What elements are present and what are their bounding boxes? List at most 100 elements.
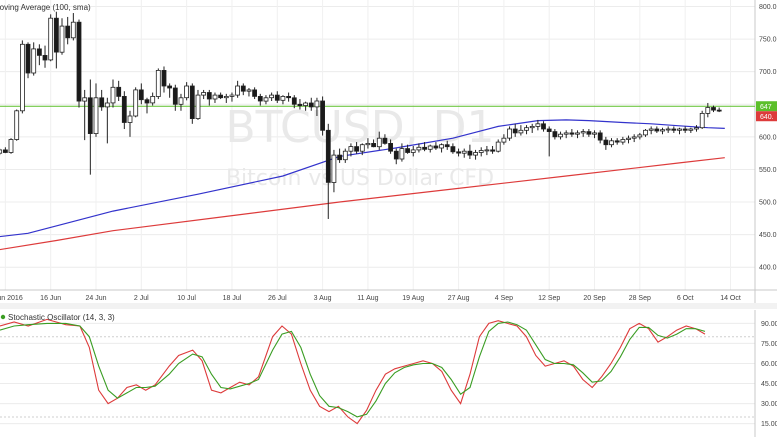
candle-body: [535, 123, 541, 127]
candle-body: [529, 126, 535, 129]
date-tick-label: 14 Oct: [720, 295, 741, 302]
date-tick-label: 20 Sep: [583, 295, 605, 302]
date-tick-label: 2 Jul: [134, 295, 149, 302]
candle-body: [563, 132, 569, 135]
date-tick-label: 16 Jun: [40, 295, 61, 302]
candle-body: [580, 131, 586, 134]
candle-body: [342, 150, 348, 161]
oscillator-tick-label: 45.00: [761, 381, 777, 388]
date-tick-label: 28 Sep: [629, 295, 651, 302]
candle-body: [518, 129, 524, 134]
candle-body: [110, 86, 116, 104]
candle-body: [201, 92, 207, 96]
candle-body: [575, 132, 580, 135]
oscillator-tick-label: 60.00: [761, 361, 777, 368]
candle-body: [54, 17, 59, 53]
candle-body: [48, 17, 54, 61]
price-tick-label: 500.0: [759, 200, 777, 207]
candle-body: [388, 142, 394, 152]
candle-body: [189, 85, 195, 119]
candle-body: [393, 150, 399, 160]
candle-body: [558, 133, 563, 138]
candle-body: [14, 110, 20, 140]
candle-body: [127, 115, 133, 123]
candle-body: [614, 140, 620, 143]
candle-body: [218, 94, 224, 99]
candle-body: [104, 102, 110, 108]
candle-body: [507, 128, 513, 139]
date-tick-label: 26 Jul: [268, 295, 287, 302]
panel-separator[interactable]: [0, 303, 777, 309]
candle-body: [337, 154, 343, 161]
candle-body: [59, 25, 65, 53]
candle-body: [212, 94, 218, 100]
candle-body: [643, 129, 648, 136]
candle-body: [0, 149, 3, 154]
candle-body: [597, 132, 603, 141]
candle-body: [603, 139, 609, 146]
date-tick-label: 11 Aug: [357, 295, 378, 302]
candle-body: [76, 21, 82, 102]
candle-body: [478, 150, 484, 153]
price-tick-label: 750.0: [759, 37, 777, 44]
oscillator-tick-label: 90.00: [761, 321, 777, 328]
long-ma-line: [0, 157, 725, 251]
candle-body: [308, 102, 314, 108]
date-tick-label: 3 Aug: [314, 295, 332, 302]
candle-body: [229, 94, 235, 97]
candle-body: [184, 85, 190, 99]
candle-body: [325, 129, 331, 183]
candle-body: [172, 87, 178, 105]
candle-body: [354, 146, 360, 152]
candle-body: [133, 89, 139, 117]
price-tick-label: 550.0: [759, 167, 777, 174]
date-tick-label: 19 Aug: [402, 295, 424, 302]
candle-body: [359, 144, 365, 152]
candle-body: [439, 144, 445, 149]
stochastic-legend: Stochastic Oscillator (14, 3, 3): [0, 313, 115, 322]
candle-body: [405, 148, 411, 153]
candle-body: [314, 100, 320, 108]
candle-body: [365, 142, 371, 146]
price-tick-label: 450.0: [759, 232, 777, 239]
candle-body: [269, 94, 275, 99]
candle-body: [541, 123, 546, 130]
candle-body: [688, 128, 694, 131]
candle-body: [427, 145, 433, 150]
candle-body: [167, 85, 173, 89]
candle-body: [116, 86, 122, 97]
candle-body: [70, 21, 76, 39]
candle-body: [286, 96, 292, 99]
price-tick-label: 800.0: [759, 4, 777, 11]
candlesticks: [0, 11, 722, 219]
candle-body: [626, 137, 631, 140]
candle-body: [206, 92, 212, 100]
price-tick-label: 700.0: [759, 69, 777, 76]
price-tick-label: 400.0: [759, 265, 777, 272]
candle-body: [274, 94, 280, 101]
candle-body: [93, 97, 99, 135]
candle-body: [320, 100, 326, 131]
candle-body: [461, 150, 467, 154]
candle-body: [399, 148, 405, 160]
candle-body: [444, 144, 450, 148]
sma100-line: [0, 119, 725, 238]
candle-body: [490, 149, 496, 152]
candle-body: [37, 48, 42, 56]
candle-body: [495, 141, 501, 152]
candle-body: [467, 150, 473, 156]
stochastic-label: Stochastic Oscillator (14, 3, 3): [8, 313, 115, 322]
candle-body: [711, 107, 716, 111]
candle-body: [257, 96, 263, 102]
candle-body: [416, 146, 422, 151]
candle-body: [144, 99, 150, 104]
candle-body: [235, 85, 241, 96]
candle-body: [382, 137, 388, 144]
oscillator-lines: [0, 318, 706, 425]
price-tick-label: 600.0: [759, 134, 777, 141]
candle-body: [648, 128, 654, 131]
ma-legend: Moving Average (100, sma): [0, 3, 91, 12]
candle-body: [138, 89, 144, 101]
candle-body: [671, 128, 677, 131]
